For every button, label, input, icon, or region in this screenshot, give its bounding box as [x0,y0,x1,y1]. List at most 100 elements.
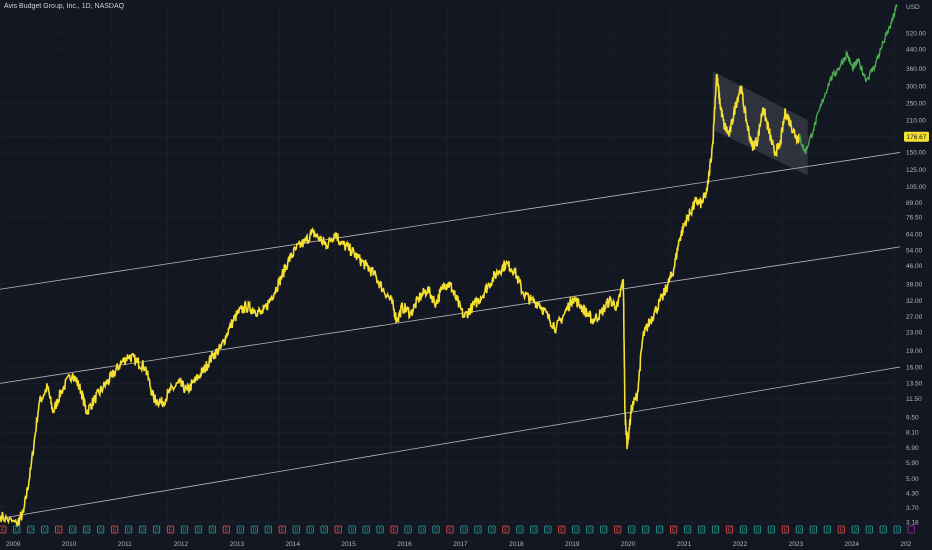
y-tick-label: 64.00 [906,231,923,238]
event-marker-box [893,525,901,534]
event-marker-letter: D [351,528,355,534]
dividend-event-marker: D [362,525,370,534]
symbol-title: Avis Budget Group, Inc., 1D, NASDAQ [4,3,125,10]
earnings-event-marker: E [781,525,790,534]
dividend-event-marker: D [13,525,21,534]
event-marker-letter: E [113,528,117,534]
event-marker-letter: D [770,528,774,534]
event-marker-box [488,525,496,534]
dividend-event-marker: D [586,525,594,534]
event-marker-letter: D [602,528,606,534]
event-marker-letter: D [742,528,746,534]
y-tick-label: 6.90 [906,445,919,452]
event-marker-letter: D [379,528,383,534]
earnings-event-marker: E [502,525,510,534]
event-marker-box [69,525,77,534]
dividend-event-marker: D [180,525,189,534]
price-series-line [0,73,800,527]
y-tick-label: 5.00 [906,476,919,483]
dividend-event-marker: D [865,525,873,534]
event-marker-box [823,525,831,534]
event-marker-box [334,525,342,534]
dividend-event-marker: D [208,525,217,534]
event-marker-box [138,525,147,534]
x-tick-label: 2023 [789,541,804,548]
y-tick-label: 16.00 [906,364,923,371]
event-marker-letter: D [588,528,592,534]
event-marker-box [55,525,63,534]
y-tick-label: 76.50 [906,214,923,221]
y-tick-label: 27.00 [906,314,923,321]
event-marker-box [194,525,203,534]
event-marker-letter: D [434,528,438,534]
y-tick-label: 89.00 [906,200,923,207]
event-marker-letter: E [225,528,229,534]
event-marker-letter: D [267,528,271,534]
x-tick-label: 2018 [509,541,524,548]
y-tick-label: 13.50 [906,381,923,388]
dividend-event-marker: D [544,525,552,534]
y-tick-label: 360.00 [906,66,926,73]
event-marker-box [83,525,91,534]
event-marker-letter: D [420,528,424,534]
event-marker-box [460,525,468,534]
event-marker-box [348,525,356,534]
y-tick-label: 4.30 [906,490,919,497]
dividend-event-marker: D [516,525,524,534]
event-marker-box [13,525,21,534]
event-marker-letter: E [392,528,396,534]
event-marker-letter: D [197,528,201,534]
channel-lines [0,152,901,519]
y-tick-label: 9.50 [906,414,919,421]
event-marker-box [97,525,105,534]
y-axis: 3.18 3.70 4.30 5.00 5.90 6.90 8.10 9.50 11.50 13.… [906,31,926,527]
event-marker-letter: D [309,528,313,534]
earnings-event-marker: E [0,525,7,534]
event-marker-box [795,525,803,534]
event-marker-box [739,525,748,534]
event-marker-box [767,525,776,534]
y-tick-label: 23.00 [906,330,923,337]
y-tick-label: 8.10 [906,430,919,437]
event-marker-box [600,525,608,534]
y-tick-label: 11.50 [906,396,922,403]
event-marker-letter: D [253,528,257,534]
event-marker-letter: D [658,528,662,534]
event-marker-box [376,525,384,534]
dividend-event-marker: D [83,525,91,534]
event-marker-box [725,525,734,534]
event-marker-box [558,525,566,534]
event-marker-letter: D [882,528,886,534]
dividend-event-marker: D [418,525,426,534]
event-marker-box [446,525,454,534]
event-marker-letter: E [672,528,676,534]
event-marker-letter: D [99,528,103,534]
y-tick-label: 520.00 [906,31,926,38]
dividend-event-marker: D [530,525,538,534]
event-marker-box [390,525,398,534]
event-marker-letter: D [211,528,215,534]
x-tick-label: 2017 [453,541,468,548]
event-marker-letter: E [728,528,732,534]
dividend-event-marker: D [697,525,706,534]
dividend-event-marker: D [69,525,77,534]
earnings-event-marker: E [837,525,845,534]
event-marker-box [292,525,300,534]
y-tick-label: 5.90 [906,460,919,467]
y-tick-label: 300.00 [906,83,926,90]
channel-line [0,366,901,519]
dividend-event-marker: D [893,525,901,534]
x-tick-label: 2013 [230,541,245,548]
event-marker-box [516,525,524,534]
x-tick-label: 2014 [286,541,301,548]
event-marker-box [642,525,650,534]
event-marker-letter: E [448,528,452,534]
earnings-event-marker: E [390,525,398,534]
event-marker-box [656,525,664,534]
event-marker-box [586,525,594,534]
event-marker-box [250,525,258,534]
event-marker-letter: D [323,528,327,534]
y-tick-label: 440.00 [906,47,926,54]
